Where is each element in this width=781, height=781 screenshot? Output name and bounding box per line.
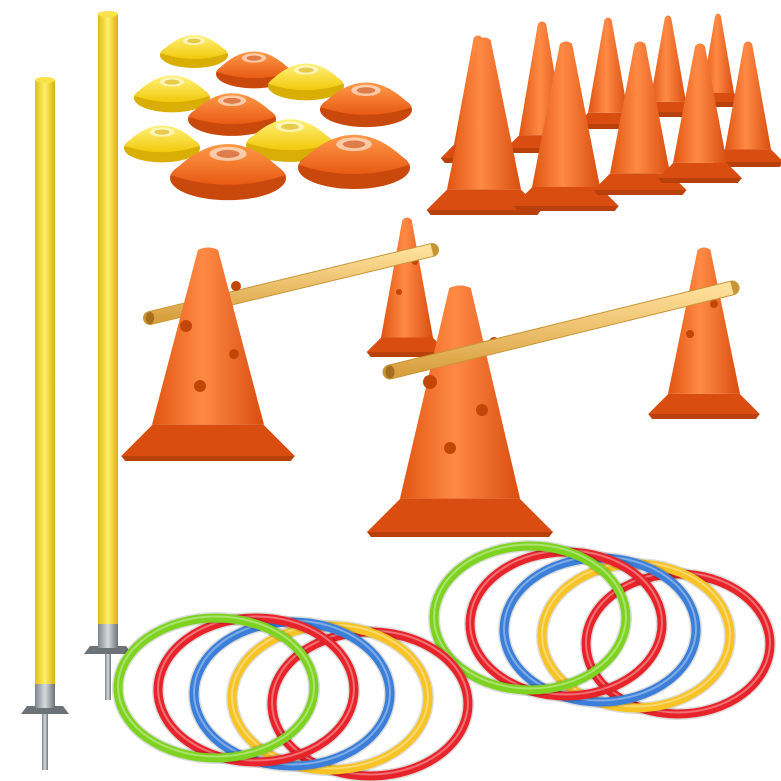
marker-disc [188,93,276,136]
marker-disc [268,63,344,101]
hurdle-cone [121,247,295,461]
slalom-pole [21,77,69,770]
hurdle-cone [367,285,553,537]
marker-disc-icon [124,35,412,201]
traffic-cone [658,43,742,183]
slalom-pole [84,11,132,700]
agility-ring-icon [112,540,776,781]
hurdle-bar [382,280,740,380]
cone-hurdle-icon [121,217,760,537]
hurdle-cone [648,247,760,419]
traffic-cone [426,37,542,215]
agility-ring [112,612,320,764]
traffic-cone [712,41,781,167]
marker-disc [320,82,412,128]
traffic-cone-icon [426,13,781,215]
slalom-pole-icon [21,11,132,770]
marker-disc [170,143,286,201]
traffic-cone [513,41,619,211]
agility-ring [428,540,632,696]
marker-disc [298,134,410,189]
marker-disc [160,35,228,69]
marker-disc [134,75,210,113]
agility-ring [152,612,360,768]
marker-disc [124,125,200,163]
